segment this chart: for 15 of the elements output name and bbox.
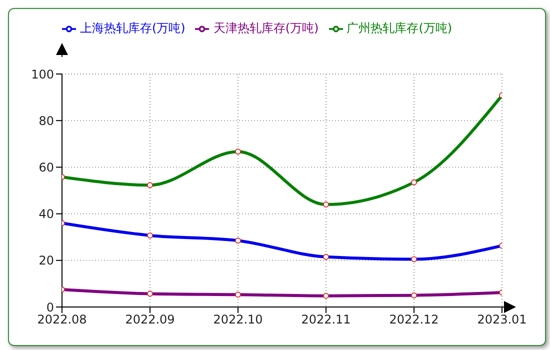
x-tick-label: 2022.08 [37, 312, 87, 327]
y-tick-label: 100 [31, 67, 54, 82]
y-tick-label: 20 [38, 254, 54, 268]
y-tick-label: 60 [38, 160, 54, 174]
legend-label: 上海热轧库存(万吨) [80, 21, 186, 35]
x-tick-label: 2022.12 [389, 312, 439, 327]
legend-label: 天津热轧库存(万吨) [213, 21, 319, 35]
legend-label: 广州热轧库存(万吨) [346, 21, 452, 35]
x-tick-label: 2022.11 [301, 312, 351, 327]
y-tick-label: 40 [38, 207, 54, 222]
y-tick-label: 0 [46, 300, 54, 314]
x-tick-label: 2023.01 [477, 312, 527, 327]
y-tick-label: 80 [38, 114, 54, 128]
x-tick-label: 2022.09 [125, 312, 175, 327]
x-tick-label: 2022.10 [213, 312, 263, 327]
